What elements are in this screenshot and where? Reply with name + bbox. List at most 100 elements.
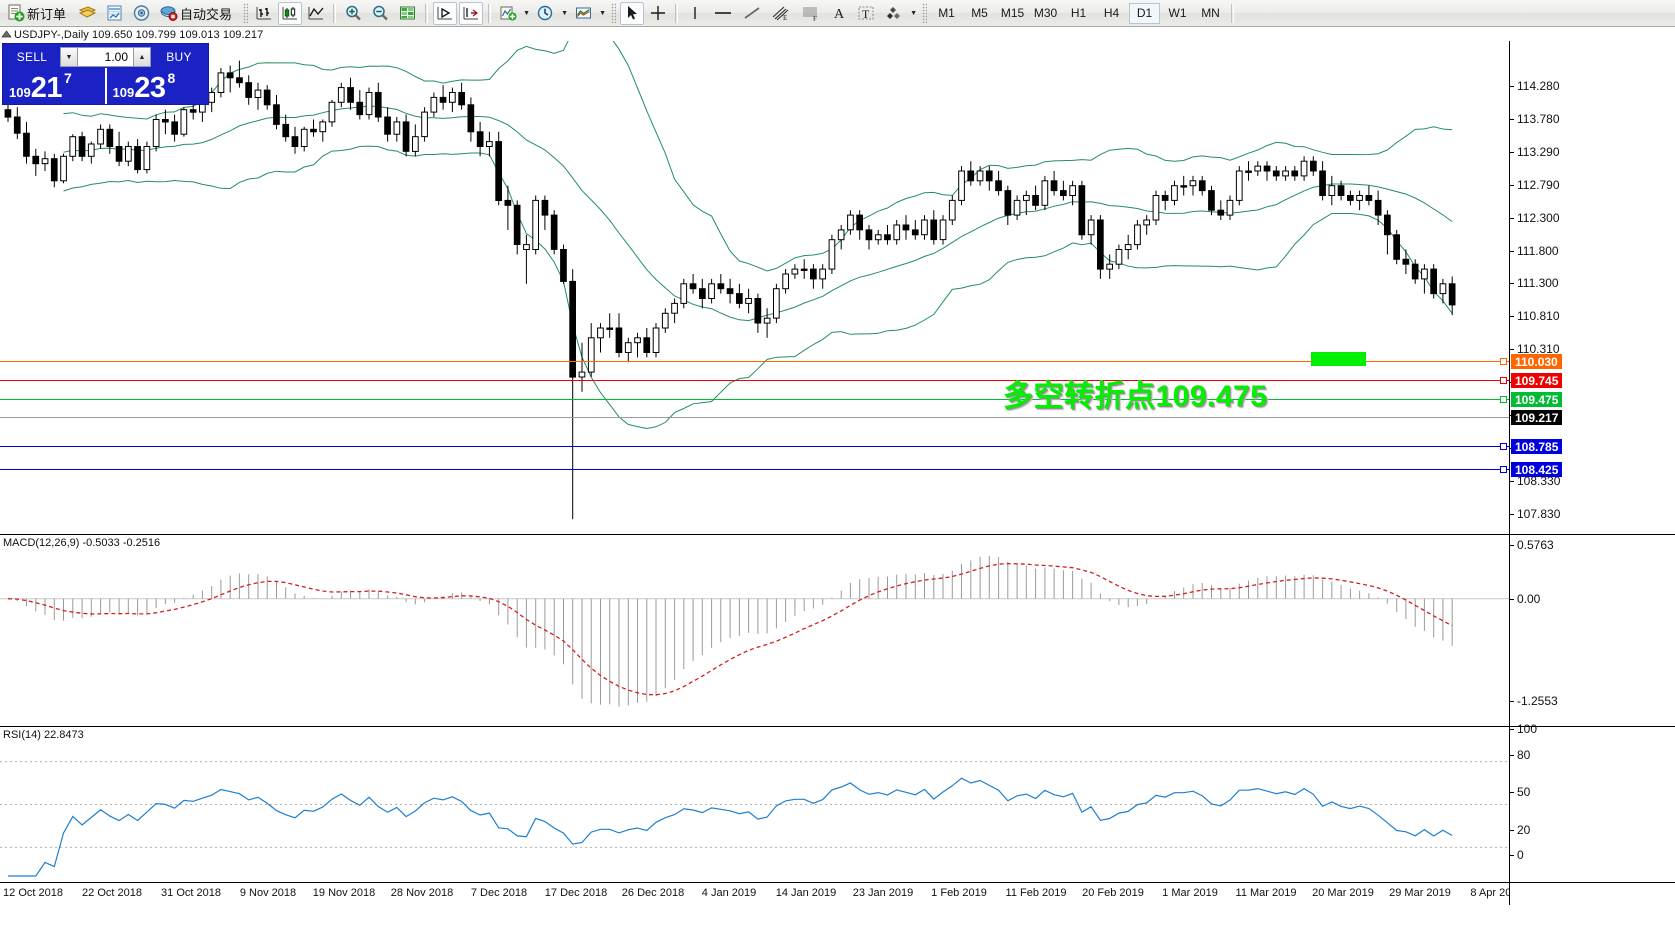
level-handle-support-blue-2[interactable] (1500, 466, 1507, 473)
toolbar-grip-2[interactable] (611, 3, 617, 23)
trendline-button[interactable] (739, 2, 765, 25)
indicators-dropdown-arrow[interactable]: ▼ (523, 9, 530, 17)
main-toolbar: 新订单 (0, 0, 1675, 27)
level-line-pivot-green[interactable] (0, 399, 1509, 400)
toolbar-separator-4 (675, 3, 679, 23)
level-line-resistance-orange[interactable] (0, 361, 1509, 362)
sell-button[interactable]: SELL (16, 50, 48, 64)
price-tick: 108.330 (1510, 474, 1560, 488)
crosshair-button[interactable] (646, 2, 670, 25)
price-tag-support-blue-2[interactable]: 108.425 (1511, 462, 1563, 477)
zoom-in-button[interactable] (341, 2, 366, 25)
svg-text:F: F (813, 15, 817, 22)
toolbar-separator-3 (488, 3, 492, 23)
collapse-triangle-icon[interactable] (1, 30, 12, 39)
periods-button[interactable] (533, 2, 558, 25)
level-line-resistance-red[interactable] (0, 380, 1509, 381)
timeframe-m15[interactable]: M15 (1000, 6, 1025, 20)
buy-price-fraction: 8 (167, 70, 176, 86)
new-order-label: 新订单 (27, 6, 67, 22)
indicators-icon (500, 6, 517, 21)
profiles-button[interactable] (75, 2, 100, 25)
rsi-pane[interactable]: RSI(14) 22.8473 (0, 727, 1509, 882)
toolbar-grip-3[interactable] (922, 3, 928, 23)
chart-area[interactable]: 多空转折点109.475 114.280 113.780 113.290 112.79… (0, 41, 1675, 947)
buy-price-integer: 109 (112, 85, 135, 100)
text-label-button[interactable]: T (853, 2, 879, 25)
new-order-button[interactable]: 新订单 (4, 2, 73, 25)
navigator-button[interactable] (129, 2, 154, 25)
timeframe-h4[interactable]: H4 (1103, 6, 1120, 20)
zoom-out-button[interactable] (368, 2, 393, 25)
level-handle-resistance-red[interactable] (1500, 377, 1507, 384)
timeframe-m5[interactable]: M5 (971, 6, 988, 20)
one-click-trading-panel[interactable]: SELL ▼ 1.00 ▲ BUY 109 21 7 109 23 8 (2, 43, 209, 105)
buy-price-display[interactable]: 109 23 8 (104, 68, 209, 104)
bar-chart-button[interactable] (252, 2, 276, 25)
level-line-current-price[interactable] (0, 417, 1509, 418)
volume-stepper[interactable]: ▼ 1.00 ▲ (60, 47, 151, 67)
chart-shift-button[interactable] (459, 1, 484, 25)
periods-dropdown-arrow[interactable]: ▼ (561, 9, 568, 17)
horizontal-line-button[interactable] (709, 2, 737, 25)
level-line-support-blue-2[interactable] (0, 469, 1509, 470)
new-order-icon (8, 4, 25, 22)
vertical-line-button[interactable] (683, 2, 707, 25)
sell-price-fraction: 7 (63, 70, 72, 86)
cursor-button[interactable] (620, 1, 645, 25)
auto-scroll-button[interactable] (433, 1, 458, 25)
price-tick-label: 110.310 (1517, 342, 1560, 356)
timeframe-m30[interactable]: M30 (1033, 6, 1058, 20)
data-window-button[interactable] (395, 2, 420, 25)
periods-icon (537, 5, 553, 21)
volume-down-arrow[interactable]: ▼ (61, 48, 78, 66)
macd-tick: 0.5763 (1510, 538, 1554, 552)
autotrading-button[interactable]: 自动交易 (156, 2, 239, 25)
line-chart-button[interactable] (304, 2, 328, 25)
market-watch-button[interactable] (102, 2, 127, 25)
autotrading-icon (160, 6, 178, 21)
price-pane[interactable]: 多空转折点109.475 (0, 41, 1509, 534)
templates-button[interactable] (571, 2, 596, 25)
buy-button[interactable]: BUY (166, 50, 192, 64)
sell-price-display[interactable]: 109 21 7 (3, 68, 105, 104)
shapes-button[interactable] (881, 2, 907, 25)
level-handle-support-blue-1[interactable] (1500, 443, 1507, 450)
timeframe-w1[interactable]: W1 (1168, 6, 1187, 20)
timeframe-mn[interactable]: MN (1201, 6, 1220, 20)
volume-up-arrow[interactable]: ▲ (133, 48, 150, 66)
timeframe-d1[interactable]: D1 (1129, 2, 1161, 24)
price-tag-resistance-red[interactable]: 109.745 (1511, 373, 1563, 388)
level-line-support-blue-1[interactable] (0, 446, 1509, 447)
price-tag-pivot-green[interactable]: 109.475 (1511, 392, 1563, 407)
price-tag-resistance-orange[interactable]: 110.030 (1511, 354, 1562, 369)
date-label: 14 Jan 2019 (775, 887, 837, 899)
equidistant-channel-button[interactable]: E (767, 2, 795, 25)
text-button[interactable]: A (827, 2, 851, 25)
date-label: 22 Oct 2018 (82, 887, 142, 899)
price-tick-label: 112.300 (1517, 211, 1560, 225)
toolbar-separator-2 (425, 3, 429, 23)
timeframe-m1[interactable]: M1 (938, 6, 955, 20)
rsi-svg (0, 761, 1509, 877)
level-handle-pivot-green[interactable] (1500, 396, 1507, 403)
navigator-icon (133, 5, 150, 21)
indicators-button[interactable] (496, 2, 520, 25)
timeframe-h1[interactable]: H1 (1070, 6, 1087, 20)
templates-dropdown-arrow[interactable]: ▼ (599, 9, 606, 17)
date-label: 20 Mar 2019 (1312, 887, 1374, 899)
macd-pane[interactable]: MACD(12,26,9) -0.5033 -0.2516 (0, 535, 1509, 726)
fibonacci-button[interactable]: F (797, 2, 825, 25)
price-axis[interactable]: 114.280 113.780 113.290 112.790 112.300 111.8… (1509, 41, 1675, 620)
shapes-dropdown-arrow[interactable]: ▼ (910, 9, 917, 17)
date-label: 11 Feb 2019 (1005, 887, 1067, 899)
price-tag-current-price[interactable]: 109.217 (1511, 410, 1563, 425)
toolbar-grip[interactable] (243, 3, 249, 23)
level-handle-resistance-orange[interactable] (1500, 358, 1507, 365)
price-tag-support-blue-1[interactable]: 108.785 (1511, 439, 1563, 454)
candlestick-chart-button[interactable] (278, 1, 303, 25)
sell-price-integer: 109 (9, 85, 31, 100)
rsi-tick: 50 (1510, 785, 1530, 799)
volume-input[interactable]: 1.00 (78, 48, 133, 66)
